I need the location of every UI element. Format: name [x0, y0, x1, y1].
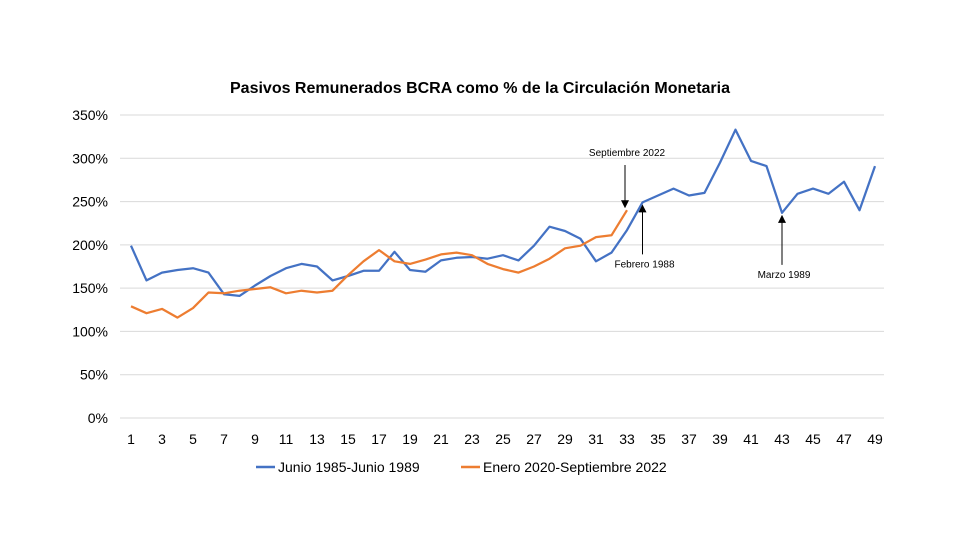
y-tick-label: 300%: [72, 150, 108, 166]
x-tick-label: 13: [309, 431, 325, 447]
y-tick-label: 200%: [72, 237, 108, 253]
x-tick-label: 9: [251, 431, 259, 447]
x-tick-label: 35: [650, 431, 666, 447]
x-tick-label: 49: [867, 431, 883, 447]
x-tick-label: 15: [340, 431, 356, 447]
x-tick-label: 5: [189, 431, 197, 447]
x-tick-label: 17: [371, 431, 387, 447]
y-tick-label: 0%: [88, 410, 108, 426]
x-tick-label: 31: [588, 431, 604, 447]
x-tick-label: 45: [805, 431, 821, 447]
gridlines: [120, 114, 884, 419]
x-axis-ticks: 1 3 5 7 9 11 13 15 17 19 21 23 25 27 29 31 33 35 37 39 41 43 4…: [127, 431, 883, 447]
x-tick-label: 43: [774, 431, 790, 447]
x-tick-label: 11: [279, 431, 294, 447]
x-tick-label: 29: [557, 431, 573, 447]
x-tick-label: 19: [402, 431, 418, 447]
x-tick-label: 47: [836, 431, 852, 447]
legend-label-2: Enero 2020-Septiembre 2022: [483, 459, 667, 475]
y-axis-ticks: 0% 50% 100% 150% 200% 250% 300% 350%: [72, 107, 108, 426]
x-tick-label: 3: [158, 431, 166, 447]
chart-title: Pasivos Remunerados BCRA como % de la Ci…: [230, 80, 730, 97]
x-tick-label: 7: [220, 431, 228, 447]
x-tick-label: 23: [464, 431, 480, 447]
x-tick-label: 39: [712, 431, 728, 447]
y-tick-label: 150%: [72, 280, 108, 296]
x-tick-label: 21: [433, 431, 449, 447]
y-tick-label: 250%: [72, 194, 108, 210]
series-line-1: [129, 128, 877, 298]
series-lines: [129, 128, 877, 319]
legend-label-1: Junio 1985-Junio 1989: [278, 459, 420, 475]
annotation-label: Septiembre 2022: [589, 148, 666, 159]
annotation-label: Marzo 1989: [758, 270, 811, 281]
legend: Junio 1985-Junio 1989 Enero 2020-Septiemb…: [256, 459, 667, 475]
y-tick-label: 350%: [72, 107, 108, 123]
annotation-label: Febrero 1988: [614, 259, 674, 270]
x-tick-label: 1: [127, 431, 135, 447]
y-tick-label: 50%: [80, 367, 108, 383]
y-tick-label: 100%: [72, 323, 108, 339]
x-tick-label: 37: [681, 431, 697, 447]
x-tick-label: 33: [619, 431, 635, 447]
series-line-2: [130, 209, 628, 319]
x-tick-label: 27: [526, 431, 542, 447]
x-tick-label: 25: [495, 431, 511, 447]
x-tick-label: 41: [743, 431, 759, 447]
annotations: Septiembre 2022 Febrero 1988 Marzo 1989: [589, 148, 811, 281]
